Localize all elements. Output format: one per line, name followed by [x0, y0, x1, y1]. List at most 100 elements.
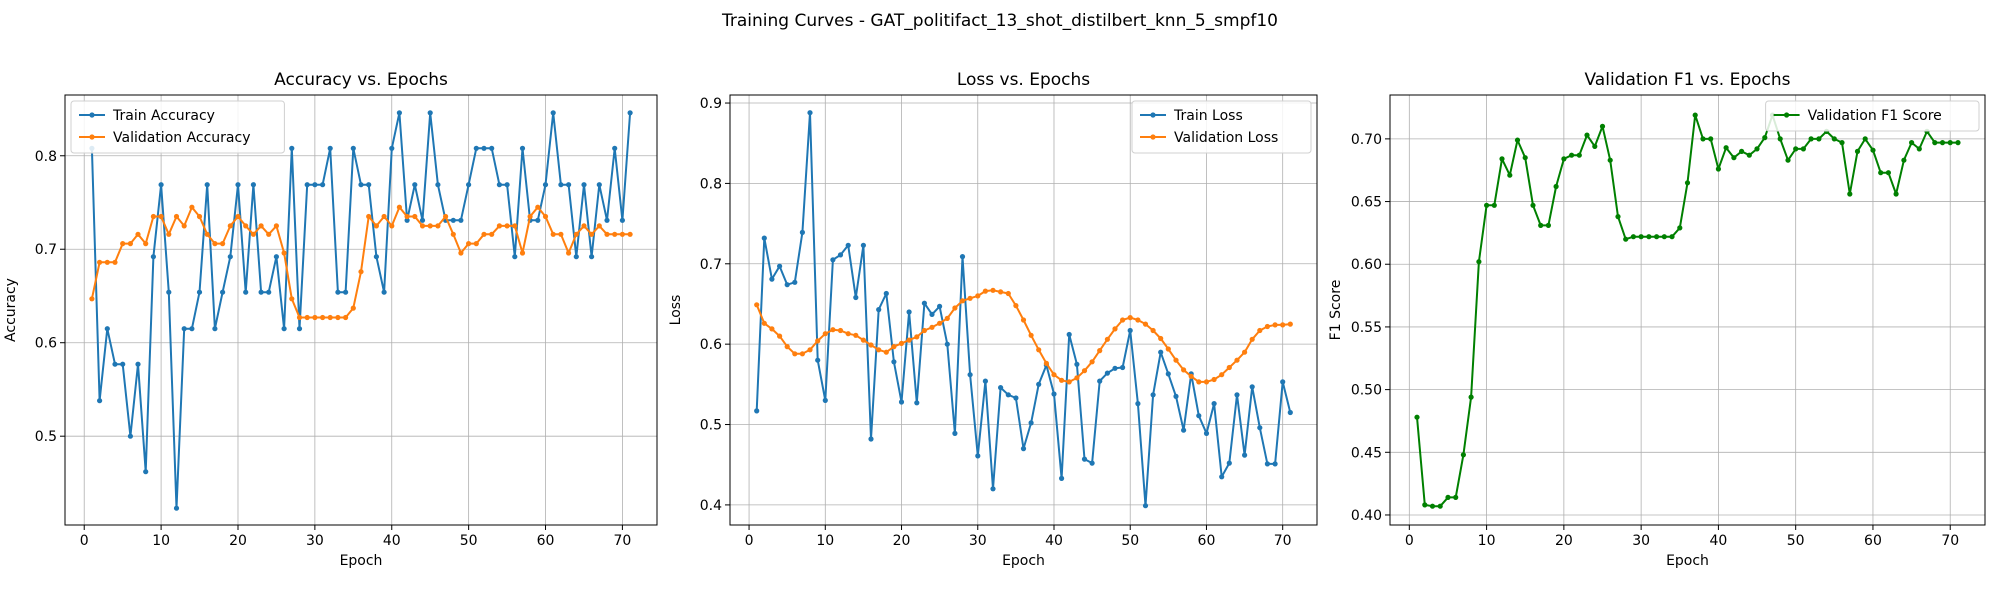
- data-point: [1234, 392, 1240, 398]
- series-train-loss: [754, 110, 1293, 509]
- data-point: [404, 213, 410, 220]
- data-point: [1066, 331, 1072, 338]
- data-point: [227, 223, 233, 229]
- data-point: [952, 305, 958, 311]
- data-point: [1955, 140, 1961, 146]
- data-point: [258, 289, 264, 295]
- data-point: [822, 397, 828, 403]
- y-tick-label: 0.7: [700, 257, 722, 273]
- data-point: [335, 289, 341, 295]
- data-point: [450, 217, 456, 223]
- data-point: [1723, 145, 1729, 151]
- data-point: [550, 110, 556, 116]
- data-point: [396, 110, 402, 116]
- data-point: [404, 217, 410, 223]
- data-point: [761, 320, 767, 326]
- data-point: [837, 252, 844, 258]
- data-point: [1028, 332, 1034, 338]
- data-point: [952, 430, 958, 436]
- data-point: [1584, 132, 1590, 138]
- data-point: [777, 263, 783, 269]
- data-point: [830, 327, 836, 333]
- data-point: [366, 182, 372, 188]
- data-point: [929, 324, 935, 330]
- data-point: [1051, 391, 1057, 397]
- data-point: [853, 294, 859, 301]
- data-point: [1630, 234, 1636, 240]
- data-point: [112, 361, 118, 367]
- x-tick-label: 50: [1787, 533, 1805, 549]
- data-point: [619, 217, 626, 223]
- subplot-2: 0 10 20 30 40 50 60 70 0.4 0.5 0.6 0.7 0.8 0.9 Loss vs…: [668, 70, 1318, 569]
- data-point: [1127, 315, 1133, 321]
- data-point: [1731, 155, 1737, 161]
- data-point: [312, 314, 318, 321]
- y-axis-label: F1 Score: [1328, 280, 1344, 341]
- data-point: [807, 110, 813, 116]
- data-point: [1089, 460, 1095, 466]
- data-point: [784, 282, 790, 288]
- data-point: [327, 145, 333, 151]
- data-point: [1287, 321, 1293, 327]
- data-point: [1754, 146, 1760, 152]
- legend-label: Validation Accuracy: [113, 130, 251, 146]
- x-tick-label: 70: [1274, 533, 1292, 549]
- data-point: [1226, 460, 1232, 466]
- data-point: [1422, 502, 1428, 508]
- data-point: [189, 326, 195, 332]
- data-point: [860, 242, 867, 248]
- data-point: [350, 145, 356, 151]
- data-point: [243, 223, 249, 229]
- data-point: [1188, 373, 1194, 379]
- data-point: [1785, 157, 1791, 163]
- x-tick-label: 60: [1198, 533, 1216, 549]
- data-point: [166, 231, 172, 237]
- data-point: [1831, 136, 1837, 142]
- data-point: [1684, 180, 1691, 186]
- data-point: [489, 231, 495, 237]
- data-point: [212, 326, 218, 332]
- data-point: [312, 182, 318, 188]
- data-point: [1036, 347, 1042, 353]
- data-point: [1120, 317, 1126, 323]
- data-point: [535, 204, 541, 210]
- x-tick-label: 10: [816, 533, 834, 549]
- data-point: [1847, 191, 1853, 197]
- data-point: [921, 300, 928, 306]
- data-point: [112, 259, 118, 265]
- data-point: [982, 378, 989, 384]
- data-point: [1901, 157, 1907, 163]
- data-point: [1669, 234, 1675, 240]
- data-point: [799, 351, 806, 357]
- data-point: [266, 231, 272, 237]
- data-point: [1569, 152, 1575, 158]
- data-point: [1028, 420, 1034, 426]
- data-point: [381, 213, 387, 220]
- y-tick-label: 0.4: [700, 498, 722, 514]
- data-point: [1272, 322, 1278, 328]
- data-point: [627, 231, 633, 237]
- data-point: [1165, 371, 1171, 377]
- data-point: [1257, 425, 1263, 431]
- data-point: [389, 223, 395, 229]
- data-point: [1692, 112, 1698, 118]
- data-point: [1885, 170, 1891, 176]
- data-point: [1839, 140, 1845, 146]
- data-point: [1476, 259, 1482, 265]
- data-point: [990, 287, 996, 293]
- y-tick-label: 0.8: [35, 149, 57, 165]
- data-point: [135, 361, 141, 367]
- data-point: [1120, 364, 1126, 371]
- data-point: [1607, 157, 1613, 163]
- y-tick-label: 0.7: [35, 242, 57, 258]
- plot-title: Accuracy vs. Epochs: [274, 70, 448, 90]
- data-point: [589, 231, 595, 237]
- data-point: [627, 110, 633, 116]
- data-point: [258, 223, 264, 229]
- data-point: [320, 182, 326, 188]
- data-point: [807, 347, 813, 353]
- data-point: [1165, 346, 1171, 352]
- data-point: [1211, 401, 1217, 407]
- data-point: [1226, 364, 1232, 371]
- data-point: [550, 231, 556, 237]
